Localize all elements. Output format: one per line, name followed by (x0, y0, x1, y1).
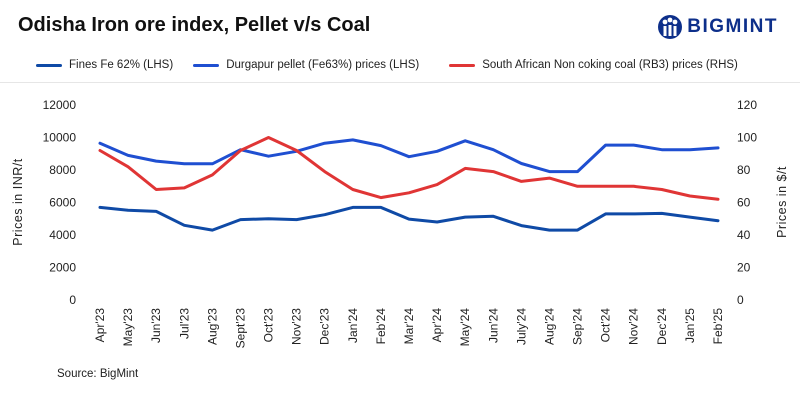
x-tick-17: Sep'24 (571, 308, 585, 345)
x-tick-3: Jul'23 (177, 308, 191, 339)
legend-swatch-fines (36, 63, 62, 67)
x-tick-15: July'24 (514, 308, 528, 345)
x-tick-21: Jan'25 (683, 308, 697, 343)
brand-logo: BIGMINT (657, 12, 778, 42)
header-divider (0, 82, 800, 83)
x-tick-7: Nov'23 (290, 308, 304, 345)
chart-title: Odisha Iron ore index, Pellet v/s Coal (18, 14, 371, 36)
y-tick-right-3: 60 (737, 196, 751, 210)
y-tick-right-4: 80 (737, 163, 751, 177)
y-tick-left-1: 2000 (49, 261, 76, 275)
x-tick-9: Jan'24 (346, 308, 360, 343)
x-axis-ticks: Apr'23 May'23 Jun'23 Jul'23 Aug'23 Sept'23 Oct… (93, 308, 725, 349)
y-tick-right-0: 0 (737, 293, 744, 307)
x-tick-10: Feb'24 (374, 308, 388, 345)
x-tick-5: Sept'23 (233, 308, 247, 349)
y-tick-left-6: 12000 (43, 98, 77, 112)
y-tick-right-2: 40 (737, 228, 751, 242)
chart-legend: Fines Fe 62% (LHS) Durgapur pellet (Fe63… (36, 59, 780, 71)
bigmint-logo-icon (658, 15, 683, 39)
legend-label-fines: Fines Fe 62% (LHS) (69, 59, 174, 71)
y-tick-right-5: 100 (737, 131, 757, 145)
x-tick-19: Nov'24 (627, 308, 641, 345)
series-lines (98, 136, 720, 232)
x-tick-11: Mar'24 (402, 308, 416, 345)
y-tick-left-2: 4000 (49, 228, 76, 242)
y-axis-title-left: Prices in INR/t (11, 158, 25, 245)
series-line-2 (98, 136, 720, 201)
x-tick-13: May'24 (458, 308, 472, 347)
source-note: Source: BigMint (57, 368, 139, 380)
y-tick-right-1: 20 (737, 261, 751, 275)
legend-item-pellet: Durgapur pellet (Fe63%) prices (LHS) (193, 59, 419, 71)
right-axis-ticks: 0 20 40 60 80 100 120 (737, 98, 757, 307)
x-tick-8: Dec'23 (318, 308, 332, 345)
x-tick-4: Aug'23 (205, 308, 219, 345)
series-line-1 (98, 138, 720, 174)
legend-item-coal: South African Non coking coal (RB3) pric… (449, 59, 738, 71)
legend-label-coal: South African Non coking coal (RB3) pric… (482, 59, 738, 71)
series-line-0 (98, 205, 720, 232)
x-tick-6: Oct'23 (262, 308, 276, 343)
y-tick-right-6: 120 (737, 98, 757, 112)
y-tick-left-4: 8000 (49, 163, 76, 177)
x-tick-1: May'23 (121, 308, 135, 347)
legend-swatch-pellet (193, 63, 220, 67)
legend-label-pellet: Durgapur pellet (Fe63%) prices (LHS) (226, 59, 420, 71)
y-tick-left-5: 10000 (43, 131, 77, 145)
x-tick-22: Feb'25 (711, 308, 725, 345)
x-tick-20: Dec'24 (655, 308, 669, 345)
x-tick-0: Apr'23 (93, 308, 107, 343)
x-tick-16: Aug'24 (542, 308, 556, 345)
x-tick-2: Jun'23 (149, 308, 163, 343)
legend-swatch-coal (449, 63, 476, 67)
x-tick-18: Oct'24 (599, 308, 613, 343)
y-tick-left-3: 6000 (49, 196, 76, 210)
legend-item-fines: Fines Fe 62% (LHS) (36, 59, 173, 71)
left-axis-ticks: 0 2000 4000 6000 8000 10000 12000 (43, 98, 77, 307)
x-tick-14: Jun'24 (486, 308, 500, 343)
x-tick-12: Apr'24 (430, 308, 444, 343)
y-axis-title-right: Prices in $/t (775, 166, 789, 238)
brand-name: BIGMINT (687, 16, 778, 37)
y-tick-left-0: 0 (69, 293, 76, 307)
